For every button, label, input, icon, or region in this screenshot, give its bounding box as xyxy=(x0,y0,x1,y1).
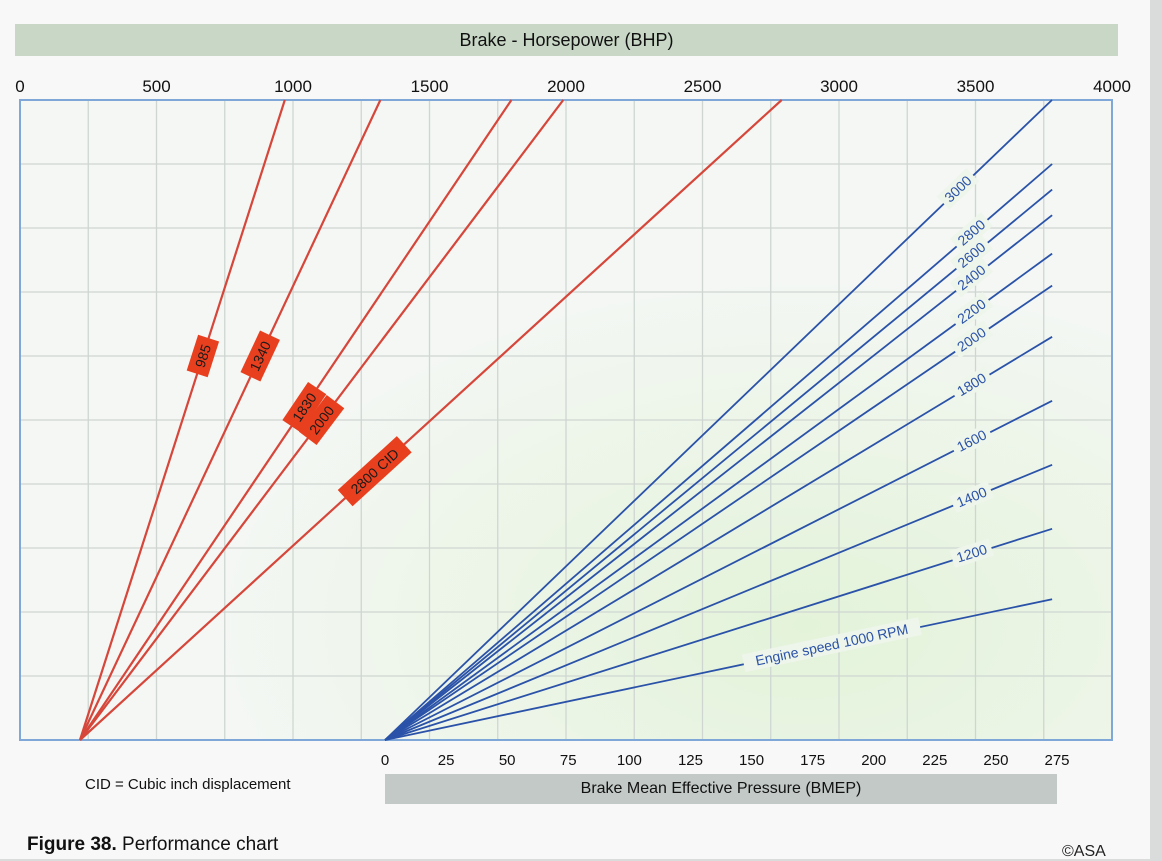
top-axis-tick-label: 1500 xyxy=(411,77,449,96)
top-axis-tick-label: 1000 xyxy=(274,77,312,96)
top-axis-title: Brake - Horsepower (BHP) xyxy=(15,24,1118,56)
figure-caption: Figure 38. Performance chart xyxy=(27,834,278,856)
bottom-axis-title: Brake Mean Effective Pressure (BMEP) xyxy=(385,774,1057,804)
displacement-label-box xyxy=(298,395,345,445)
rpm-label-background xyxy=(949,480,994,513)
bottom-axis-tick-label: 200 xyxy=(861,752,886,769)
rpm-line xyxy=(384,252,1053,741)
top-axis-tick-label: 3000 xyxy=(820,77,858,96)
displacement-label-box xyxy=(240,330,280,382)
bottom-axis-tick-label: 125 xyxy=(678,752,703,769)
rpm-label-background xyxy=(949,257,994,298)
top-axis-tick-label: 0 xyxy=(15,77,24,96)
rpm-line xyxy=(384,284,1053,741)
displacement-label-text: 985 xyxy=(192,342,214,369)
rpm-label-background xyxy=(949,234,993,275)
displacement-label-box xyxy=(337,436,412,507)
displacement-label-box xyxy=(186,334,220,378)
rpm-label: 2200 xyxy=(949,291,994,331)
top-axis-tick-label: 4000 xyxy=(1093,77,1131,96)
bottom-axis-tick-label: 0 xyxy=(381,752,389,769)
bottom-axis-tick-label: 175 xyxy=(800,752,825,769)
rpm-line xyxy=(384,399,1053,741)
bottom-axis-tick-label: 250 xyxy=(983,752,1008,769)
rpm-label-background xyxy=(949,320,994,359)
rpm-label-background xyxy=(741,617,922,673)
figure-title: Performance chart xyxy=(116,834,279,855)
displacement-label-box xyxy=(282,381,327,433)
top-axis-tick-label: 500 xyxy=(142,77,170,96)
displacement-line xyxy=(78,99,286,741)
top-axis-tick-label: 2500 xyxy=(684,77,722,96)
rpm-label-background xyxy=(936,168,979,210)
displacement-label: 1830 xyxy=(282,381,327,433)
displacement-line xyxy=(79,99,783,741)
rpm-line xyxy=(384,188,1053,741)
bottom-axis-tick-label: 150 xyxy=(739,752,764,769)
rpm-label-background xyxy=(949,366,994,403)
displacement-line xyxy=(79,99,382,741)
bottom-axis-tick-label: 50 xyxy=(499,752,516,769)
bottom-axis-tick-label: 25 xyxy=(438,752,455,769)
rpm-label-background xyxy=(950,212,993,253)
bottom-axis-tick-label: 100 xyxy=(617,752,642,769)
bottom-axis-tick-label: 275 xyxy=(1044,752,1069,769)
rpm-line xyxy=(384,214,1053,741)
rpm-label-background xyxy=(949,538,994,568)
rpm-line xyxy=(384,463,1053,741)
top-axis-tick-label: 2000 xyxy=(547,77,585,96)
rpm-line xyxy=(384,163,1053,741)
copyright: ©ASA xyxy=(1062,843,1106,860)
rpm-label-background xyxy=(949,291,994,331)
cid-note: CID = Cubic inch displacement xyxy=(85,776,291,793)
displacement-label: 985 xyxy=(186,334,220,378)
rpm-line xyxy=(384,527,1053,741)
rpm-label-background xyxy=(949,423,994,458)
top-axis-tick-label: 3500 xyxy=(957,77,995,96)
rpm-line xyxy=(384,336,1053,741)
bottom-axis-tick-label: 225 xyxy=(922,752,947,769)
plot-frame xyxy=(19,99,1113,741)
figure-number: Figure 38. xyxy=(27,834,117,855)
bottom-axis-tick-label: 75 xyxy=(560,752,577,769)
rpm-line xyxy=(384,598,1053,741)
rpm-line xyxy=(384,99,1053,741)
